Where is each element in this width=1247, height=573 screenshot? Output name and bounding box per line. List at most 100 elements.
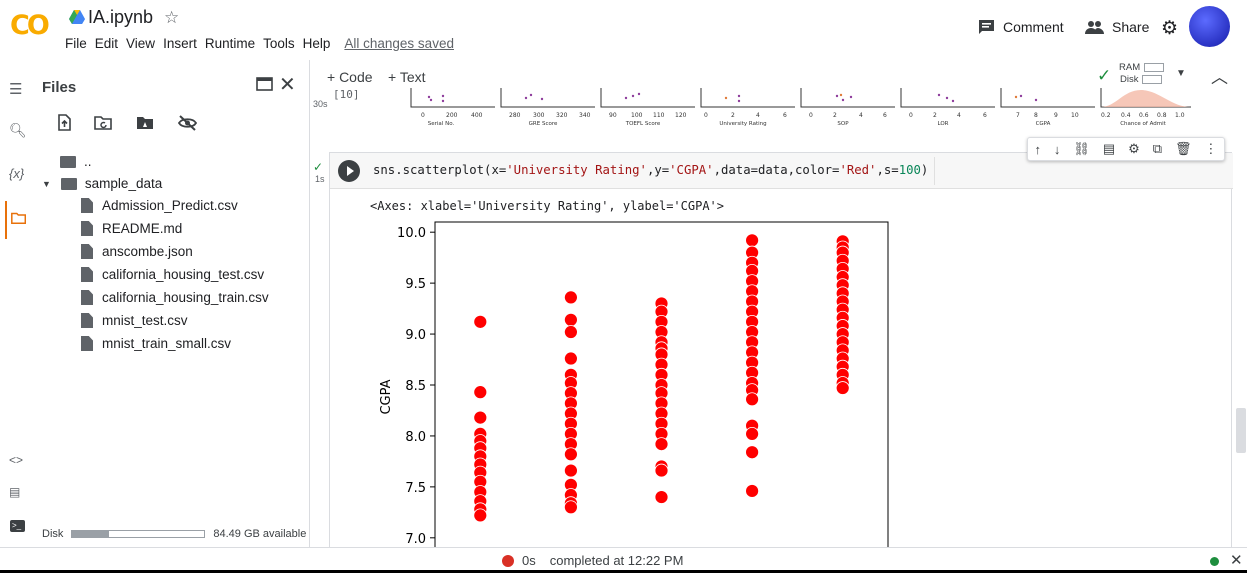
menu-runtime[interactable]: Runtime bbox=[204, 36, 256, 51]
settings-gear-icon[interactable]: ⚙ bbox=[1161, 18, 1179, 39]
star-icon[interactable]: ☆ bbox=[164, 8, 180, 27]
axis-label-univ: University Rating bbox=[719, 121, 766, 127]
play-icon bbox=[347, 166, 354, 176]
y-tick-label: 10.0 bbox=[397, 226, 426, 241]
mirror-cell-icon[interactable]: ⧉ bbox=[1152, 141, 1162, 156]
connected-dot-icon bbox=[1210, 557, 1219, 566]
code-editor[interactable]: sns.scatterplot(x='University Rating',y=… bbox=[330, 153, 1233, 189]
variables-icon[interactable]: {x} bbox=[9, 166, 25, 181]
run-cell-button[interactable] bbox=[338, 160, 360, 182]
close-icon[interactable]: ✕ bbox=[279, 74, 296, 96]
terminal-icon[interactable]: >_ bbox=[10, 520, 25, 532]
file-name: california_housing_train.csv bbox=[102, 290, 269, 305]
comment-label: Comment bbox=[1003, 19, 1064, 35]
code-cell[interactable]: sns.scatterplot(x='University Rating',y=… bbox=[329, 152, 1233, 548]
drive-folder-icon[interactable] bbox=[136, 116, 154, 130]
people-icon bbox=[1085, 21, 1104, 34]
file-item[interactable]: california_housing_test.csv bbox=[81, 267, 264, 282]
collapse-chevron-icon[interactable]: ︿ bbox=[1211, 68, 1228, 87]
execution-status[interactable]: 0s completed at 12:22 PM bbox=[502, 553, 683, 568]
comment-button[interactable]: Comment bbox=[978, 19, 1064, 35]
link-icon[interactable]: ⛓ bbox=[1073, 141, 1090, 156]
folder-item-sample-data[interactable]: ▼ sample_data bbox=[42, 176, 162, 191]
menu-edit[interactable]: Edit bbox=[94, 36, 119, 51]
file-item[interactable]: README.md bbox=[81, 221, 182, 236]
settings-icon[interactable]: ⚙ bbox=[1128, 141, 1140, 156]
command-palette-icon[interactable]: ▤ bbox=[9, 485, 21, 499]
file-item[interactable]: california_housing_train.csv bbox=[81, 290, 269, 305]
scatter-point bbox=[745, 484, 760, 498]
share-button[interactable]: Share bbox=[1085, 19, 1149, 35]
svg-text:100: 100 bbox=[631, 112, 643, 119]
file-item[interactable]: Admission_Predict.csv bbox=[81, 198, 238, 213]
drive-icon bbox=[69, 10, 85, 24]
parent-dir-label: .. bbox=[84, 154, 92, 169]
dropdown-arrow-icon[interactable]: ▼ bbox=[1176, 68, 1186, 79]
close-status-icon[interactable]: ✕ bbox=[1230, 552, 1243, 569]
more-vert-icon[interactable]: ⋮ bbox=[1204, 141, 1218, 156]
menu-view[interactable]: View bbox=[126, 36, 156, 51]
scatter-point bbox=[563, 351, 578, 366]
scatter-point bbox=[473, 385, 488, 400]
disk-usage: Disk 84.49 GB available bbox=[42, 528, 310, 540]
move-up-icon[interactable]: ↑ bbox=[1034, 141, 1041, 157]
svg-text:110: 110 bbox=[653, 112, 665, 119]
menu-insert[interactable]: Insert bbox=[163, 36, 197, 51]
status-message: completed at 12:22 PM bbox=[549, 553, 684, 568]
move-down-icon[interactable]: ↓ bbox=[1053, 141, 1061, 157]
scatter-point bbox=[835, 381, 850, 395]
refresh-folder-icon[interactable] bbox=[94, 116, 112, 130]
code-text[interactable]: sns.scatterplot(x='University Rating',y=… bbox=[373, 163, 929, 177]
notebook-title[interactable]: IA.ipynb bbox=[88, 7, 154, 27]
upload-icon[interactable] bbox=[56, 114, 72, 131]
svg-text:2: 2 bbox=[731, 112, 735, 119]
file-icon bbox=[81, 290, 93, 305]
comment-cell-icon[interactable]: ▤ bbox=[1102, 141, 1116, 156]
resource-indicator[interactable]: RAM Disk bbox=[1099, 62, 1165, 85]
y-tick-label: 7.0 bbox=[405, 532, 426, 547]
add-code-button[interactable]: + Code bbox=[327, 69, 373, 85]
hide-eye-icon[interactable] bbox=[178, 115, 197, 131]
file-name: mnist_train_small.csv bbox=[102, 336, 232, 351]
active-indicator bbox=[5, 201, 7, 239]
output-repr: <Axes: xlabel='University Rating', ylabe… bbox=[370, 199, 725, 213]
scatter-chart: 10.0 9.5 9.0 8.5 8.0 7.5 7.0 CGPA bbox=[379, 221, 889, 548]
search-icon[interactable]: 🔍︎ bbox=[9, 122, 27, 138]
file-item[interactable]: mnist_train_small.csv bbox=[81, 336, 231, 351]
toc-icon[interactable]: ☰ bbox=[9, 81, 23, 98]
folder-icon[interactable] bbox=[11, 212, 26, 224]
svg-text:340: 340 bbox=[579, 112, 591, 119]
scatter-point bbox=[745, 445, 760, 460]
svg-text:8: 8 bbox=[1034, 112, 1038, 119]
menu-file[interactable]: File bbox=[65, 36, 87, 51]
axis-label-cgpa: CGPA bbox=[1036, 121, 1051, 127]
parent-dir-item[interactable]: .. bbox=[60, 154, 92, 169]
disk-label-2: Disk bbox=[1120, 74, 1139, 85]
delete-icon[interactable]: 🗑︎ bbox=[1174, 141, 1192, 156]
avatar[interactable] bbox=[1189, 6, 1230, 47]
scrollbar-thumb[interactable] bbox=[1236, 408, 1246, 453]
folder-icon bbox=[60, 177, 77, 190]
file-item[interactable]: mnist_test.csv bbox=[81, 313, 188, 328]
add-text-button[interactable]: + Text bbox=[388, 69, 426, 85]
colab-logo[interactable]: CO bbox=[10, 10, 50, 41]
file-item[interactable]: anscombe.json bbox=[81, 244, 193, 259]
scatter-point bbox=[654, 463, 669, 478]
code-snippets-icon[interactable]: <> bbox=[9, 453, 24, 467]
previous-cell-output: 30s [10] 0 200 400 280 300 320 340 90 100 110 12… bbox=[311, 88, 1231, 128]
scatter-point bbox=[654, 437, 669, 451]
open-window-icon[interactable] bbox=[256, 77, 273, 91]
files-panel: Files ✕ .. ▼ sample_data Admission_Predi… bbox=[33, 60, 310, 547]
editor-ruler bbox=[934, 157, 935, 185]
file-name: mnist_test.csv bbox=[102, 313, 188, 328]
file-icon bbox=[81, 267, 93, 282]
scatter-point bbox=[745, 426, 760, 441]
menu-tools[interactable]: Tools bbox=[263, 36, 295, 51]
menu-help[interactable]: Help bbox=[302, 36, 331, 51]
cell-toolbar: ↑ ↓ ⛓ ▤ ⚙ ⧉ 🗑︎ ⋮ bbox=[1027, 137, 1225, 161]
caret-down-icon[interactable]: ▼ bbox=[42, 178, 51, 189]
svg-text:7: 7 bbox=[1016, 112, 1020, 119]
save-status-link[interactable]: All changes saved bbox=[344, 36, 454, 51]
axis-label-gre: GRE Score bbox=[529, 121, 558, 127]
svg-text:2: 2 bbox=[933, 112, 937, 119]
